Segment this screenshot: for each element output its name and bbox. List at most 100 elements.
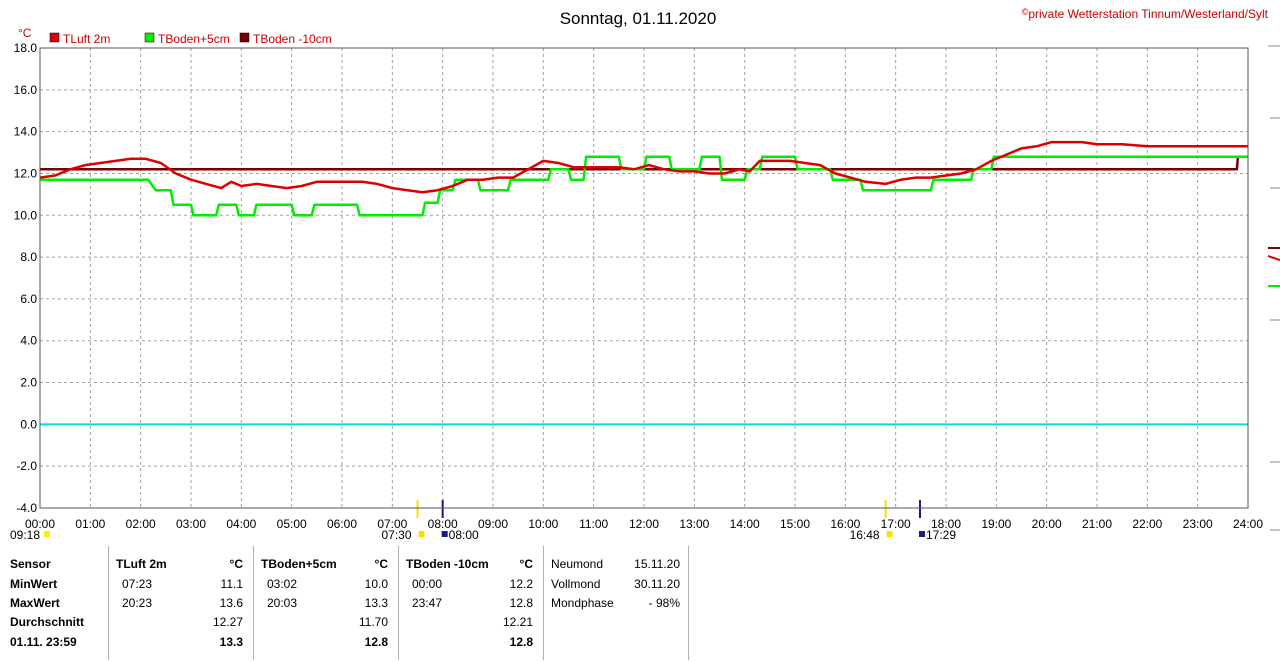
copyright-symbol: © [1022, 7, 1029, 17]
min-label: MinWert [10, 577, 58, 591]
grid [39, 47, 1249, 509]
tb5-min: 10.0 [364, 577, 388, 591]
x-tick-label: 03:00 [176, 517, 206, 531]
sun-moon-markers: 09:18 07:30 08:00 16:48 17:29 [10, 500, 956, 542]
legend: TLuft 2m TBoden+5cm TBoden -10cm [49, 32, 332, 46]
copyright-text: private Wetterstation Tinnum/Westerland/… [1028, 7, 1268, 21]
sensor-header: Sensor [10, 557, 51, 571]
marker-icon [44, 531, 50, 537]
mondphase-label: Mondphase [551, 596, 614, 610]
x-tick-label: 10:00 [528, 517, 558, 531]
copyright: ©private Wetterstation Tinnum/Westerland… [1022, 7, 1269, 21]
x-tick-label: 00:00 [25, 517, 55, 531]
tb5-unit: °C [374, 557, 388, 571]
tluft-max-time: 20:23 [122, 596, 153, 610]
y-tick-label: 4.0 [20, 334, 37, 348]
x-tick-label: 24:00 [1233, 517, 1263, 531]
marker-icon [441, 531, 448, 537]
tb5-min-time: 03:02 [267, 577, 298, 591]
x-tick-label: 17:00 [881, 517, 911, 531]
y-tick-label: 14.0 [14, 125, 38, 139]
marker-label: 08:00 [449, 528, 479, 542]
tb5-header: TBoden+5cm [261, 557, 337, 571]
y-tick-label: 2.0 [20, 376, 37, 390]
tb5-max-time: 20:03 [267, 596, 298, 610]
x-tick-label: 13:00 [679, 517, 709, 531]
stats-table: Sensor MinWert MaxWert Durchschnitt 01.1… [0, 546, 1280, 662]
temperature-chart: Sonntag, 01.11.2020 ©private Wetterstati… [10, 7, 1280, 542]
y-tick-labels: 18.0 16.0 14.0 12.0 10.0 8.0 6.0 4.0 2.0 0.0 -2.0 -… [14, 41, 38, 515]
neumond-label: Neumond [551, 557, 604, 571]
avg-label: Durchschnitt [10, 615, 85, 629]
y-tick-label: 12.0 [14, 166, 38, 180]
tluft-min-time: 07:23 [122, 577, 153, 591]
x-tick-label: 22:00 [1132, 517, 1162, 531]
tb10-min-time: 00:00 [412, 577, 443, 591]
x-tick-label: 20:00 [1032, 517, 1062, 531]
x-tick-label: 02:00 [126, 517, 156, 531]
x-tick-label: 18:00 [931, 517, 961, 531]
tb10-column: TBoden -10cm °C 00:00 12.2 23:47 12.8 12… [398, 546, 544, 660]
now-label: 01.11. 23:59 [10, 635, 77, 649]
y-tick-label: 18.0 [14, 41, 38, 55]
marker-label: 07:30 [381, 528, 411, 542]
sensor-column: Sensor MinWert MaxWert Durchschnitt 01.1… [0, 546, 109, 660]
legend-label: TBoden -10cm [253, 32, 332, 46]
tluft-max: 13.6 [219, 596, 243, 610]
tb5-max: 13.3 [364, 596, 388, 610]
right-edge-series-hints [1267, 247, 1280, 287]
tluft-header: TLuft 2m [116, 557, 167, 571]
x-tick-label: 23:00 [1183, 517, 1213, 531]
x-tick-label: 15:00 [780, 517, 810, 531]
y-tick-label: 6.0 [20, 292, 37, 306]
mondphase-value: - 98% [648, 596, 680, 610]
y-tick-label: 8.0 [20, 250, 37, 264]
tb10-header: TBoden -10cm [406, 557, 489, 571]
y-tick-label: 0.0 [20, 417, 37, 431]
x-tick-label: 09:00 [478, 517, 508, 531]
legend-label: TLuft 2m [63, 32, 110, 46]
max-label: MaxWert [10, 596, 60, 610]
x-tick-label: 19:00 [981, 517, 1011, 531]
tluft-column: TLuft 2m °C 07:23 11.1 20:23 13.6 12.27 … [108, 546, 254, 660]
tluft-min: 11.1 [220, 577, 243, 591]
chart-title: Sonntag, 01.11.2020 [560, 9, 717, 28]
series-line-1 [39, 140, 1248, 194]
tb10-avg: 12.21 [502, 615, 533, 629]
tb10-min: 12.2 [509, 577, 533, 591]
x-tick-labels: 00:00 01:00 02:00 03:00 04:00 05:00 06:00 07:00… [25, 517, 1263, 531]
y-tick-label: 16.0 [14, 83, 38, 97]
tb5-now: 12.8 [364, 635, 388, 649]
marker-icon [886, 531, 893, 537]
x-tick-label: 21:00 [1082, 517, 1112, 531]
tb10-now: 12.8 [509, 635, 533, 649]
tb5-avg: 11.70 [358, 615, 388, 629]
marker-label: 17:29 [926, 528, 956, 542]
tb10-unit: °C [519, 557, 533, 571]
tb10-max: 12.8 [509, 596, 533, 610]
plot-frame [39, 47, 1249, 509]
x-tick-label: 04:00 [226, 517, 256, 531]
tluft-avg: 12.27 [212, 615, 243, 629]
tb10-max-time: 23:47 [412, 596, 443, 610]
legend-swatch [144, 32, 155, 43]
vollmond-label: Vollmond [551, 577, 601, 591]
legend-swatch [239, 32, 250, 43]
marker-label: 16:48 [850, 528, 880, 542]
tluft-unit: °C [229, 557, 243, 571]
x-tick-label: 08:00 [428, 517, 458, 531]
y-tick-label: -2.0 [16, 459, 37, 473]
marker-icon [418, 531, 425, 537]
x-tick-label: 01:00 [75, 517, 105, 531]
x-tick-label: 07:00 [377, 517, 407, 531]
tluft-now: 13.3 [219, 635, 243, 649]
moon-column: Neumond 15.11.20 Vollmond 30.11.20 Mondp… [543, 546, 689, 660]
x-tick-label: 12:00 [629, 517, 659, 531]
legend-swatch [49, 32, 60, 43]
vollmond-date: 30.11.20 [634, 577, 680, 591]
series-lines [39, 140, 1248, 217]
x-tick-label: 05:00 [277, 517, 307, 531]
marker-label: 09:18 [10, 528, 40, 542]
x-tick-label: 14:00 [730, 517, 760, 531]
neumond-date: 15.11.20 [634, 557, 680, 571]
